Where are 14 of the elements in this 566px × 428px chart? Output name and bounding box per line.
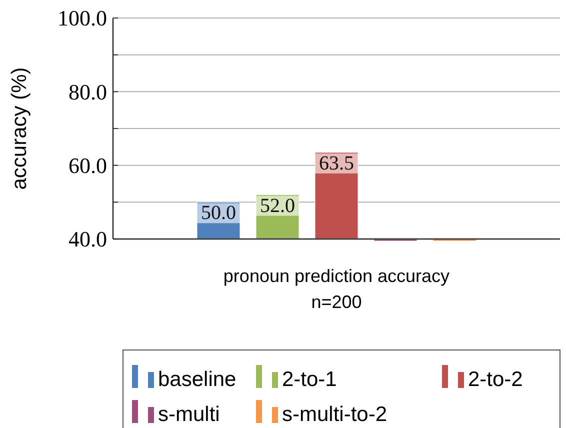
legend-label: s-multi-to-2: [282, 403, 388, 426]
legend-label: baseline: [158, 368, 236, 391]
data-label: 50.0: [201, 202, 236, 224]
legend-label: 2-to-1: [282, 368, 337, 391]
y-tick-label: 40.0: [68, 226, 107, 252]
y-tick-label: 60.0: [68, 153, 107, 178]
y-tick-label: 100.0: [58, 6, 107, 31]
y-tick-label: 80.0: [68, 79, 107, 104]
x-tick-label: pronoun prediction accuracy n=200: [223, 266, 450, 312]
legend-label: s-multi: [158, 403, 220, 426]
data-label: 52.0: [260, 194, 295, 217]
legend-label: 2-to-2: [468, 368, 523, 391]
y-axis-title: accuracy (%): [8, 67, 31, 190]
data-label: 63.5: [319, 152, 354, 174]
